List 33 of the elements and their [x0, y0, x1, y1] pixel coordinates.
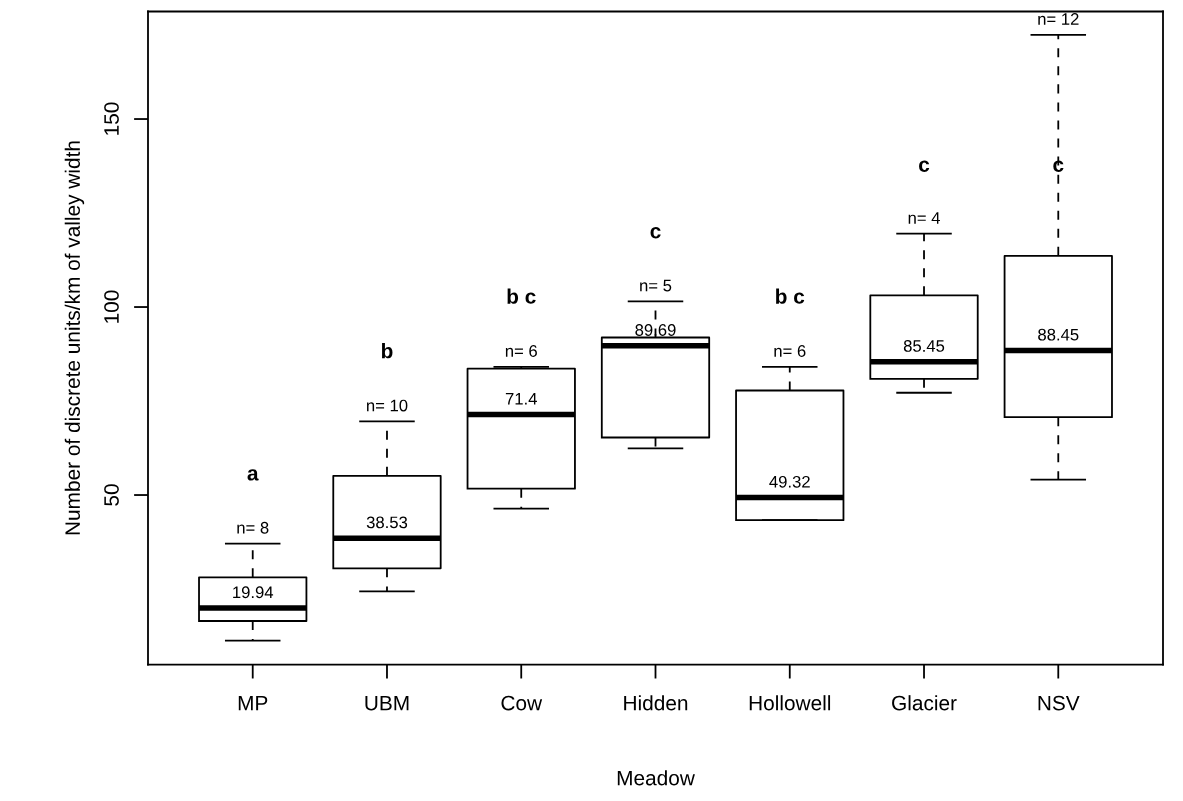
y-tick-label: 150 [104, 102, 119, 135]
annotation: a [247, 469, 259, 481]
annotation: 38.53 [366, 516, 408, 529]
annotation: n= 12 [1038, 13, 1079, 25]
annotation: 71.4 [505, 393, 537, 405]
annotation: n= 5 [640, 279, 672, 292]
x-tick-label: Cow [501, 695, 543, 711]
y-axis-title: Number of discrete units/km of valley width [64, 141, 85, 535]
annotation: c [650, 226, 661, 239]
x-tick-label: UBM [365, 695, 409, 711]
x-tick-label: MP [238, 695, 268, 711]
annotation: n= 6 [774, 345, 806, 357]
annotation: 49.32 [769, 475, 810, 488]
annotation: n= 10 [367, 399, 408, 412]
annotation: b c [776, 288, 805, 304]
x-tick-label: Glacier [892, 695, 957, 711]
annotation: 88.45 [1038, 328, 1079, 341]
annotation: 19.94 [233, 586, 274, 599]
annotation: b c [507, 288, 536, 304]
y-tick-label: 100 [104, 290, 119, 323]
annotation: n= 8 [237, 521, 269, 534]
annotation: n= 4 [908, 212, 940, 224]
annotation: 89.69 [635, 324, 676, 336]
y-tick-label: 50 [104, 484, 119, 506]
x-tick-label: NSV [1038, 695, 1080, 711]
annotation: 85.45 [903, 340, 945, 352]
x-tick-label: Hidden [624, 695, 688, 711]
x-axis-title: Meadow [617, 770, 695, 786]
annotation: c [1053, 160, 1064, 172]
annotation: n= 6 [505, 345, 537, 357]
annotation: c [919, 160, 930, 172]
x-tick-label: Hollowell [749, 695, 831, 711]
annotation: b [381, 343, 393, 359]
